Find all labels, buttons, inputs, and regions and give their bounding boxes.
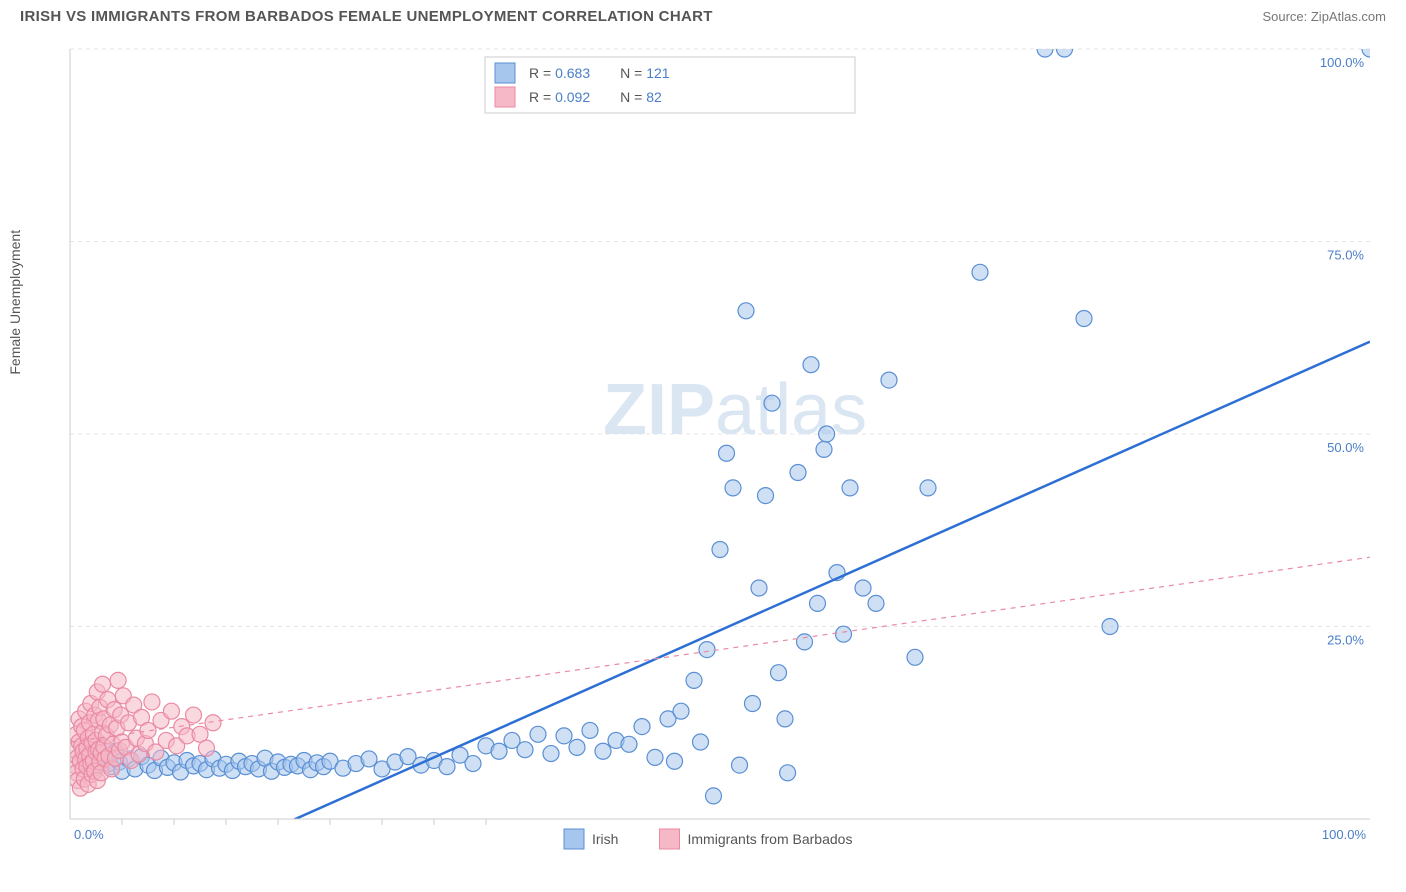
data-point	[907, 649, 923, 665]
data-point	[732, 757, 748, 773]
legend-swatch	[660, 829, 680, 849]
scatter-chart: ZIPatlas25.0%50.0%75.0%100.0%0.0%100.0%R…	[60, 39, 1380, 869]
legend-swatch	[495, 87, 515, 107]
y-axis-label: Female Unemployment	[7, 230, 23, 375]
data-point	[972, 264, 988, 280]
data-point	[673, 703, 689, 719]
data-point	[1037, 41, 1053, 57]
chart-area: Female Unemployment ZIPatlas25.0%50.0%75…	[60, 39, 1386, 839]
chart-title: IRISH VS IMMIGRANTS FROM BARBADOS FEMALE…	[20, 8, 713, 25]
data-point	[1362, 41, 1378, 57]
data-point	[647, 749, 663, 765]
x-tick-label: 100.0%	[1322, 827, 1367, 842]
data-point	[582, 722, 598, 738]
data-point	[543, 746, 559, 762]
data-point	[205, 715, 221, 731]
legend-swatch	[495, 63, 515, 83]
data-point	[556, 728, 572, 744]
data-point	[517, 742, 533, 758]
data-point	[719, 445, 735, 461]
data-point	[797, 634, 813, 650]
data-point	[686, 672, 702, 688]
data-point	[465, 756, 481, 772]
data-point	[777, 711, 793, 727]
data-point	[693, 734, 709, 750]
series-legend: Irish Immigrants from Barbados	[564, 829, 852, 849]
data-point	[855, 580, 871, 596]
data-point	[771, 665, 787, 681]
y-tick-label: 100.0%	[1320, 55, 1365, 70]
data-point	[819, 426, 835, 442]
trend-line	[70, 557, 1370, 742]
data-point	[725, 480, 741, 496]
data-point	[186, 707, 202, 723]
source-label: Source:	[1262, 9, 1310, 24]
data-point	[751, 580, 767, 596]
chart-source: Source: ZipAtlas.com	[1262, 9, 1386, 24]
data-point	[758, 488, 774, 504]
data-point	[439, 759, 455, 775]
correlation-legend: R = 0.683N = 121R = 0.092N = 82	[485, 57, 855, 113]
legend-swatch	[564, 829, 584, 849]
data-point	[810, 595, 826, 611]
data-point	[361, 751, 377, 767]
data-point	[595, 743, 611, 759]
legend-label: Irish	[592, 831, 618, 847]
data-point	[110, 672, 126, 688]
x-tick-label: 0.0%	[74, 827, 104, 842]
data-point	[816, 441, 832, 457]
data-point	[738, 303, 754, 319]
y-tick-label: 75.0%	[1327, 248, 1364, 263]
data-point	[803, 357, 819, 373]
y-tick-label: 25.0%	[1327, 633, 1364, 648]
data-point	[491, 743, 507, 759]
data-point	[868, 595, 884, 611]
data-point	[836, 626, 852, 642]
data-point	[1057, 41, 1073, 57]
data-point	[764, 395, 780, 411]
data-point	[745, 696, 761, 712]
data-point	[699, 642, 715, 658]
data-point	[1102, 619, 1118, 635]
chart-header: IRISH VS IMMIGRANTS FROM BARBADOS FEMALE…	[0, 0, 1406, 29]
data-point	[530, 726, 546, 742]
data-point	[1076, 311, 1092, 327]
data-point	[842, 480, 858, 496]
data-point	[634, 719, 650, 735]
data-point	[569, 739, 585, 755]
data-point	[881, 372, 897, 388]
data-point	[95, 676, 111, 692]
data-point	[667, 753, 683, 769]
data-point	[199, 740, 215, 756]
data-point	[706, 788, 722, 804]
source-link[interactable]: ZipAtlas.com	[1311, 9, 1386, 24]
data-point	[780, 765, 796, 781]
data-point	[621, 736, 637, 752]
data-point	[712, 542, 728, 558]
y-tick-label: 50.0%	[1327, 440, 1364, 455]
data-point	[163, 703, 179, 719]
data-point	[920, 480, 936, 496]
data-point	[790, 465, 806, 481]
legend-label: Immigrants from Barbados	[688, 831, 853, 847]
data-point	[144, 694, 160, 710]
